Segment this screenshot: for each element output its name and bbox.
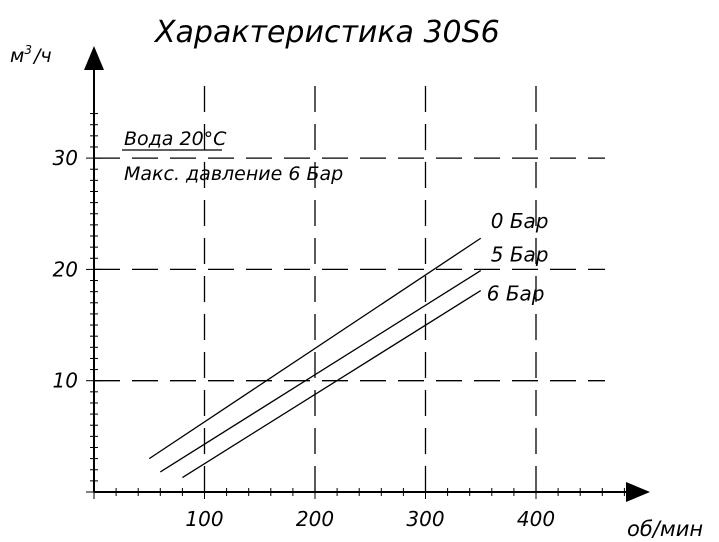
series-line-1 [159, 269, 482, 473]
x-tick-label-0: 100 [185, 507, 223, 531]
x-tick-label-1: 200 [296, 507, 334, 531]
annotation-pressure: Макс. давление 6 Бар [124, 163, 343, 185]
series-label-2: 6 Бар [487, 282, 545, 306]
x-tick-label-3: 400 [517, 507, 555, 531]
series-label-1: 5 Бар [491, 243, 549, 267]
x-tick-label-2: 300 [406, 507, 444, 531]
series-line-2 [182, 289, 482, 479]
series-label-0: 0 Бар [491, 209, 549, 233]
y-tick-label-0: 10 [53, 369, 78, 393]
annotation-water: Вода 20°C [124, 128, 227, 150]
series-group: 0 Бар 5 Бар 6 Бар [148, 209, 549, 479]
y-tick-label-2: 30 [53, 146, 78, 170]
x-axis-label: об/мин [627, 517, 703, 541]
y-axis-label: м3/ч [10, 43, 52, 67]
tick-labels: 100 200 300 400 10 20 30 [53, 146, 556, 531]
chart-title: Характеристика 30S6 [153, 15, 500, 50]
series-line-0 [148, 237, 482, 460]
y-tick-label-1: 20 [53, 257, 78, 281]
y-axis-arrow [84, 46, 104, 70]
grid [94, 82, 605, 492]
x-axis-arrow [626, 482, 650, 502]
